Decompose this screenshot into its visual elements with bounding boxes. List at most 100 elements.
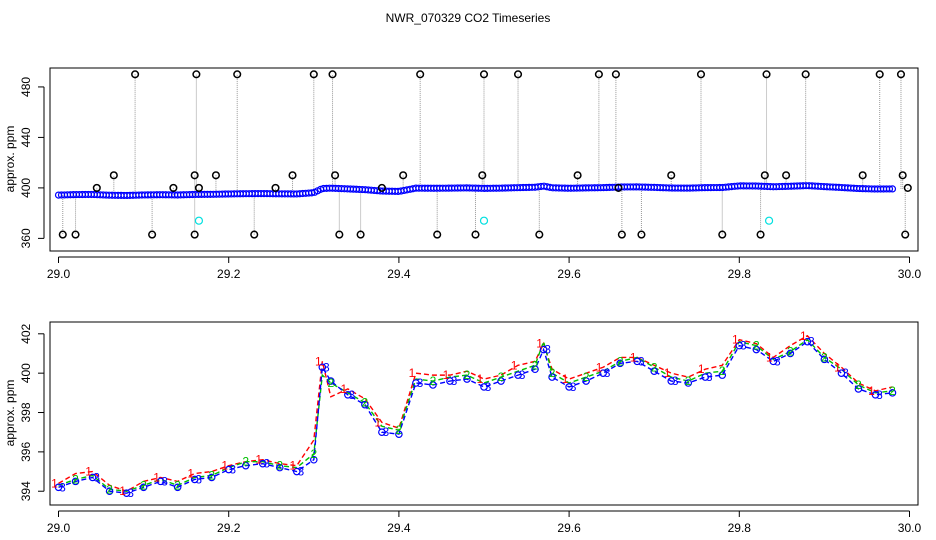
outlier-point — [762, 70, 771, 79]
series-marker: 3 — [348, 388, 355, 402]
outlier-point — [801, 70, 810, 79]
series-marker: 2 — [889, 384, 896, 398]
series-marker: 2 — [617, 354, 624, 368]
data-point — [241, 461, 250, 470]
data-point — [71, 477, 80, 486]
data-point — [412, 379, 420, 387]
series-marker: 3 — [544, 343, 551, 357]
series-marker: 1 — [477, 372, 484, 386]
series-marker: 3 — [740, 339, 747, 353]
series-marker: 2 — [787, 345, 794, 359]
outlier-point — [875, 70, 884, 79]
outlier-point — [356, 230, 365, 239]
series-marker: 2 — [549, 366, 556, 380]
series-marker: 2 — [140, 478, 147, 492]
series-marker: 2 — [821, 350, 828, 364]
series-marker: 1 — [443, 368, 450, 382]
reference-point — [194, 216, 204, 225]
series-marker: 1 — [340, 382, 347, 396]
outlier-point — [250, 230, 259, 239]
series-marker: 3 — [519, 368, 526, 382]
outlier-point — [479, 70, 489, 79]
outlier-point — [696, 70, 706, 79]
data-point — [224, 465, 233, 474]
series-marker: 1 — [732, 333, 739, 347]
series-marker: 2 — [106, 482, 113, 496]
data-point — [327, 377, 335, 385]
series-marker: 1 — [51, 476, 58, 490]
outlier-point — [148, 230, 157, 239]
series-marker: 2 — [396, 423, 403, 437]
data-point — [207, 473, 216, 482]
outlier-point — [433, 230, 442, 239]
outlier-point — [756, 230, 765, 239]
data-point — [463, 375, 471, 383]
x-axis: 29.0 29.2 29.4 29.6 29.8 30.0 — [47, 510, 922, 535]
series-marker: 1 — [536, 337, 543, 351]
outlier-point — [109, 171, 118, 180]
series-marker: 1 — [511, 358, 518, 372]
data-point — [701, 373, 710, 381]
data-point — [275, 463, 284, 472]
outlier-point — [760, 171, 769, 180]
x-tick-label: 30.0 — [898, 521, 922, 535]
outlier-point — [614, 183, 623, 192]
series-marker: 2 — [498, 370, 505, 384]
outlier-point — [898, 171, 907, 180]
x-tick-label: 29.8 — [728, 521, 752, 535]
outlier-point — [331, 171, 340, 180]
outlier-point — [131, 70, 140, 79]
x-tick-label: 29.6 — [557, 267, 581, 281]
y-axis-label: approx. ppm — [3, 380, 17, 447]
series-marker: 2 — [276, 459, 283, 473]
series-marker: 1 — [289, 459, 296, 473]
series-marker: 2 — [855, 378, 862, 392]
outlier-point — [169, 183, 178, 192]
series-marker: 3 — [706, 370, 713, 384]
outlier-point — [271, 183, 280, 192]
outlier-point — [416, 70, 425, 79]
data-point — [633, 357, 641, 366]
outlier-point — [190, 230, 199, 239]
data-point — [88, 473, 97, 482]
data-point — [786, 349, 795, 358]
data-point — [539, 345, 548, 354]
y-tick-label: 400 — [19, 178, 33, 198]
outlier-point — [478, 171, 487, 180]
series-line — [58, 338, 893, 492]
data-point — [548, 373, 556, 381]
outlier-point — [535, 230, 544, 239]
series-line — [58, 340, 893, 494]
outlier-point — [399, 171, 408, 180]
series-marker: 3 — [383, 425, 390, 439]
data-point — [344, 391, 352, 399]
data-point — [752, 345, 761, 354]
series-marker: 3 — [263, 457, 270, 471]
outlier-point — [637, 230, 646, 239]
outlier-point — [335, 230, 344, 239]
series-marker: 3 — [485, 380, 492, 394]
data-point — [361, 400, 369, 409]
data-marks — [54, 70, 912, 239]
series-marker: 1 — [562, 372, 569, 386]
series-marker: 1 — [315, 354, 322, 368]
data-point — [190, 475, 199, 484]
data-point — [871, 391, 880, 399]
data-point — [735, 341, 744, 350]
data-point — [820, 355, 829, 364]
x-tick-label: 29.0 — [47, 267, 71, 281]
data-point — [888, 389, 897, 397]
x-tick-label: 29.8 — [728, 267, 752, 281]
series-marker: 1 — [766, 350, 773, 364]
y-tick-label: 394 — [19, 481, 33, 501]
outlier-point — [667, 171, 676, 180]
series-marker: 3 — [323, 360, 330, 374]
data-point — [531, 365, 539, 374]
data-point — [480, 383, 488, 391]
y-axis-label: approx. ppm — [3, 126, 17, 193]
data-point — [258, 459, 267, 468]
data-point — [514, 371, 522, 379]
series-marker: 1 — [119, 484, 126, 498]
series-marker: 2 — [532, 358, 539, 372]
series-marker: 1 — [375, 415, 382, 429]
